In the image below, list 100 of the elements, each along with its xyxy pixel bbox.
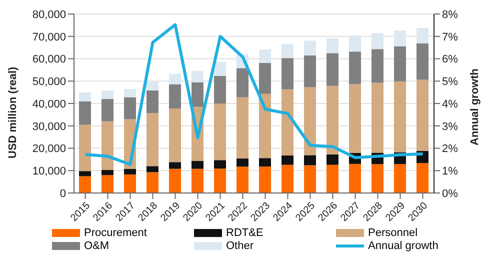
bar: [394, 46, 406, 82]
y2-tick-label: 7%: [442, 31, 458, 44]
bar: [79, 124, 91, 172]
bar: [394, 30, 406, 46]
bar: [236, 166, 248, 193]
bar: [416, 163, 428, 193]
legend-label: Other: [226, 240, 254, 252]
bar: [146, 113, 158, 166]
bar: [102, 99, 114, 122]
y2-tick-label: 1%: [442, 166, 458, 178]
bar: [349, 164, 361, 193]
bar: [214, 168, 226, 193]
bar: [282, 58, 294, 90]
y-tick-label: 50,000: [32, 76, 66, 88]
y-tick-label: 70,000: [32, 31, 66, 44]
bar: [259, 158, 271, 167]
bar: [282, 155, 294, 165]
bar: [146, 90, 158, 114]
bar: [169, 74, 181, 84]
y-tick-label: 40,000: [32, 98, 66, 110]
bar: [169, 108, 181, 162]
bar: [394, 81, 406, 152]
bar: [79, 171, 91, 176]
bar: [304, 87, 316, 156]
y-tick-label: 30,000: [32, 120, 66, 133]
y2-tick-label: 8%: [442, 8, 458, 21]
bar: [372, 164, 384, 193]
y2-tick-label: 6%: [442, 54, 458, 66]
bar: [304, 55, 316, 88]
bar: [102, 170, 114, 176]
y-tick-label: 0: [60, 188, 66, 200]
bar: [304, 40, 316, 56]
y-tick-label: 80,000: [32, 8, 66, 21]
bar: [326, 53, 338, 86]
bar: [146, 82, 158, 91]
bar: [214, 76, 226, 104]
y-tick-label: 60,000: [32, 54, 66, 66]
bar: [259, 63, 271, 94]
bar: [192, 70, 204, 82]
y-tick-label: 20,000: [32, 143, 66, 156]
bar: [326, 154, 338, 165]
bar: [236, 97, 248, 159]
bar: [124, 168, 136, 174]
bar: [394, 164, 406, 193]
bar: [282, 89, 294, 156]
bar: [349, 84, 361, 153]
legend-label: Personnel: [368, 227, 418, 239]
bar: [304, 155, 316, 166]
bar: [169, 84, 181, 109]
bar: [416, 80, 428, 151]
y-axis-title: USD million (real): [6, 66, 19, 158]
bar: [146, 172, 158, 193]
bar: [349, 35, 361, 52]
bar: [102, 90, 114, 100]
bar: [79, 176, 91, 193]
bar: [102, 175, 114, 193]
bar: [192, 161, 204, 169]
y2-tick-label: 4%: [442, 98, 458, 110]
bar: [326, 38, 338, 54]
bar: [169, 168, 181, 193]
bar: [124, 88, 136, 98]
bar: [192, 82, 204, 107]
bar: [304, 165, 316, 193]
bar: [259, 166, 271, 193]
bar: [236, 158, 248, 167]
y2-tick-label: 5%: [442, 76, 458, 88]
bar: [79, 101, 91, 125]
bar: [79, 92, 91, 102]
bar: [282, 164, 294, 193]
bar: [259, 50, 271, 63]
bar: [416, 43, 428, 80]
bar: [124, 174, 136, 193]
bar: [146, 166, 158, 172]
bar: [372, 82, 384, 153]
legend-label: O&M: [84, 240, 110, 252]
legend-label: RDT&E: [226, 227, 264, 239]
bar: [349, 52, 361, 84]
bar: [214, 62, 226, 76]
bar: [372, 33, 384, 50]
bar: [214, 160, 226, 169]
bar: [192, 168, 204, 193]
bar: [236, 68, 248, 98]
y2-tick-label: 0%: [442, 188, 458, 200]
y-tick-label: 10,000: [32, 166, 66, 178]
legend-label: Procurement: [84, 227, 147, 239]
bar: [416, 28, 428, 44]
bar: [282, 44, 294, 58]
bar: [372, 49, 384, 83]
y2-tick-label: 3%: [442, 120, 458, 133]
legend-label: Annual growth: [368, 240, 438, 252]
bar: [326, 86, 338, 155]
bar: [326, 164, 338, 193]
bar: [102, 121, 114, 170]
bar: [169, 162, 181, 169]
bar: [259, 94, 271, 158]
bar: [214, 104, 226, 160]
y2-axis-title: Annual growth: [468, 68, 481, 146]
line-series: [84, 23, 424, 166]
y2-tick-label: 2%: [442, 143, 458, 156]
bar: [124, 97, 136, 120]
